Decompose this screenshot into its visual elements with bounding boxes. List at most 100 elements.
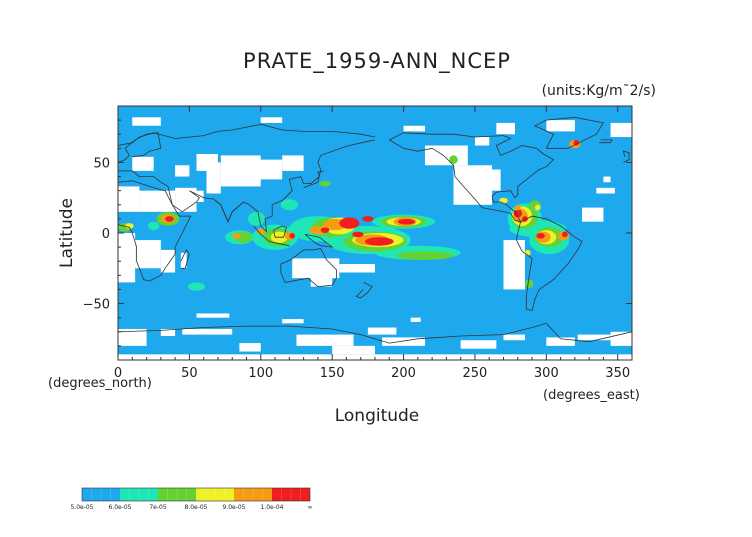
rain-cell [449, 155, 458, 164]
rain-cell [125, 223, 134, 229]
coastline [180, 249, 190, 269]
colorbar-label: 1.0e-04 [260, 504, 283, 511]
colorbar-label: ∞ [308, 504, 313, 511]
coastline [253, 225, 270, 242]
chart-title: PRATE_1959-ANN_NCEP [243, 49, 511, 74]
dry-patch [496, 122, 515, 135]
rain-cell [524, 249, 531, 256]
rain-cell [397, 218, 415, 225]
rain-cell [309, 225, 327, 235]
dry-patch [367, 327, 397, 335]
coastline [273, 225, 287, 238]
colorbar-label: 6.0e-05 [108, 504, 131, 511]
units-label: (units:Kg/m¯2/s) [542, 83, 656, 99]
dry-patch [196, 153, 218, 171]
y-tick-label: 0 [102, 227, 110, 242]
dry-patch [282, 155, 304, 171]
rain-cell [165, 216, 174, 222]
dry-patch [296, 334, 354, 346]
dry-patch [182, 328, 233, 335]
x-tick-label: 100 [248, 366, 273, 381]
rain-cell [320, 227, 330, 233]
coastline [214, 200, 244, 223]
dry-patch [332, 345, 375, 355]
coastlines [118, 116, 632, 344]
coastline [280, 248, 337, 288]
dry-patch [282, 319, 304, 324]
dry-patch [577, 334, 611, 341]
x-tick-label: 150 [320, 366, 345, 381]
rain-cell [524, 279, 534, 289]
rain-cell [280, 199, 298, 211]
x-tick-label: 250 [463, 366, 488, 381]
dry-patch [132, 156, 154, 171]
dry-patch [546, 120, 575, 132]
x-tick-label: 300 [534, 366, 559, 381]
dry-patch [610, 122, 632, 138]
rain-cell [514, 204, 521, 211]
dry-patch [503, 334, 525, 341]
x-tick-label: 0 [114, 366, 122, 381]
x-axis-ticks: 0 50 100 150 200 250 300 350 [114, 106, 630, 381]
y-axis-label: Latitude [57, 198, 77, 268]
dry-patch [118, 186, 140, 212]
rain-cell [247, 211, 266, 226]
coastline [118, 322, 632, 344]
rain-cell [232, 233, 241, 239]
colorbar-swatch [158, 488, 196, 501]
rain-cell [562, 231, 568, 238]
dry-patch [382, 337, 425, 346]
colorbar-label: 8.0e-05 [184, 504, 207, 511]
dry-patch [410, 317, 421, 322]
rain-cell [339, 217, 360, 229]
dry-patch [180, 252, 187, 269]
dry-patch [196, 313, 230, 318]
rain-cell [352, 231, 364, 238]
x-unit-label: (degrees_east) [543, 388, 640, 403]
coastline [118, 132, 162, 163]
rain-cell [319, 180, 331, 187]
dry-patch [175, 187, 197, 212]
dry-patch [453, 165, 493, 205]
coastline [118, 139, 376, 233]
rain-cell [147, 221, 160, 231]
colorbar-swatch [120, 488, 158, 501]
dry-patch [160, 249, 176, 273]
rain-cell [187, 282, 206, 291]
dry-patch [139, 190, 176, 212]
dry-patch [503, 240, 525, 290]
x-axis-label: Longitude [335, 406, 420, 426]
colorbar: 5.0e-05 6.0e-05 7e-05 8.0e-05 9.0e-05 1.0e-04… [70, 487, 313, 511]
dry-patch [474, 137, 490, 146]
coastline [303, 170, 324, 189]
dry-patch [403, 125, 425, 132]
dry-patch [310, 272, 333, 287]
coastline [533, 116, 605, 149]
rain-cell [573, 139, 580, 146]
x-tick-label: 200 [391, 366, 416, 381]
colorbar-swatch [82, 488, 120, 501]
x-tick-label: 350 [605, 366, 630, 381]
y-unit-label: (degrees_north) [48, 376, 152, 391]
dry-patch [135, 240, 161, 269]
coastline [269, 241, 290, 247]
precipitation-field [118, 106, 632, 360]
dry-patch [160, 328, 176, 337]
dry-patch [118, 328, 147, 346]
dry-patch [582, 207, 604, 222]
colorbar-label: 9.0e-05 [222, 504, 245, 511]
dry-patch [118, 233, 136, 283]
rain-cell [362, 216, 374, 222]
rain-cell [536, 233, 545, 239]
dry-patch [239, 343, 261, 352]
rain-cell [289, 233, 296, 239]
coastline [599, 139, 613, 144]
dry-patch [339, 264, 375, 273]
dry-patch [546, 337, 575, 346]
y-tick-label: 50 [93, 156, 110, 171]
colorbar-frame [81, 487, 311, 502]
coastline [389, 132, 555, 223]
x-tick-label: 50 [181, 366, 198, 381]
